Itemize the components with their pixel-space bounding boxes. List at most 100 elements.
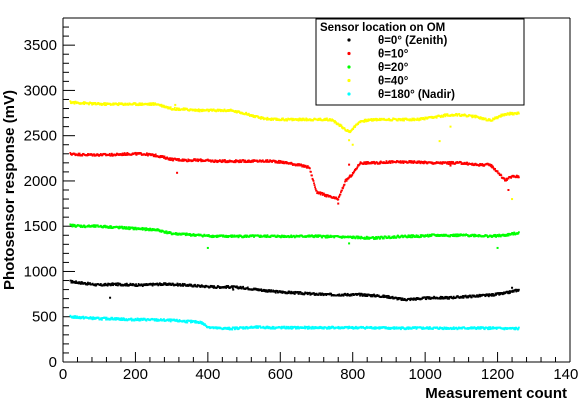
data-point <box>306 166 309 169</box>
data-point <box>134 227 136 230</box>
data-point <box>178 320 180 323</box>
data-point <box>99 153 102 155</box>
data-point <box>345 293 348 296</box>
data-point <box>89 154 92 156</box>
data-point <box>194 321 196 324</box>
data-point <box>416 298 419 300</box>
data-point <box>350 293 353 296</box>
data-point <box>267 290 270 293</box>
data-point <box>187 158 190 161</box>
data-point <box>117 153 119 155</box>
data-point <box>412 119 415 121</box>
data-point-outlier <box>337 202 340 205</box>
data-point-outlier <box>348 242 351 245</box>
data-point <box>177 158 179 161</box>
data-point <box>211 234 214 237</box>
data-point <box>166 232 168 235</box>
data-point <box>298 118 300 121</box>
data-point <box>358 163 361 166</box>
data-point <box>117 282 120 285</box>
data-point <box>466 295 469 298</box>
data-point <box>472 235 475 238</box>
data-point <box>106 284 109 287</box>
data-point <box>327 327 329 330</box>
data-point <box>487 295 490 298</box>
data-point <box>379 162 382 165</box>
data-point <box>97 153 100 156</box>
data-point <box>158 155 161 158</box>
data-point <box>69 152 72 154</box>
data-point <box>454 233 457 236</box>
data-point <box>347 130 350 132</box>
data-point <box>298 117 301 120</box>
data-point <box>149 283 151 286</box>
data-point <box>341 126 344 128</box>
data-point <box>157 228 160 231</box>
data-point <box>308 234 311 237</box>
data-point <box>91 153 93 156</box>
data-point <box>364 294 367 297</box>
data-point <box>285 162 288 165</box>
data-point <box>260 288 263 291</box>
data-point <box>225 287 227 289</box>
data-point <box>342 294 345 297</box>
data-point <box>516 112 519 115</box>
data-point <box>237 287 240 290</box>
data-point <box>318 327 321 330</box>
data-point <box>215 234 218 237</box>
data-point <box>266 289 268 292</box>
data-point <box>227 328 230 330</box>
data-point <box>486 235 489 237</box>
data-point <box>326 117 328 120</box>
data-point <box>80 224 83 227</box>
data-point <box>269 326 271 329</box>
data-point <box>163 318 165 321</box>
data-point <box>409 299 412 302</box>
data-point <box>412 117 415 120</box>
data-point <box>101 104 103 106</box>
y-tick-label: 3000 <box>24 82 57 99</box>
data-point <box>492 167 495 170</box>
data-point <box>452 326 455 329</box>
data-point <box>189 321 192 324</box>
y-axis-title: Photosensor response (mV) <box>1 90 18 290</box>
data-point <box>105 104 107 106</box>
data-point <box>144 229 147 232</box>
data-point <box>277 291 280 294</box>
data-point <box>126 153 129 156</box>
data-point <box>269 290 272 293</box>
data-point <box>311 327 313 330</box>
data-point <box>484 117 487 120</box>
data-point <box>293 163 296 166</box>
data-point <box>99 284 102 286</box>
data-point <box>291 164 294 166</box>
data-point <box>289 327 292 330</box>
data-point <box>382 237 385 240</box>
data-point <box>192 159 195 162</box>
data-point <box>499 115 502 118</box>
data-point <box>247 159 250 162</box>
data-point <box>462 296 465 299</box>
data-point <box>497 235 500 238</box>
data-point <box>459 234 462 237</box>
data-point <box>314 186 316 189</box>
data-point <box>413 119 416 122</box>
data-point <box>312 235 315 238</box>
data-point <box>342 293 344 296</box>
data-point <box>124 102 127 105</box>
data-point <box>201 323 204 325</box>
data-point <box>227 160 230 162</box>
data-point <box>103 102 105 105</box>
data-point <box>470 163 473 166</box>
data-point <box>297 164 299 167</box>
data-point <box>322 192 325 195</box>
data-point <box>307 235 310 238</box>
data-point <box>227 109 230 111</box>
data-point <box>515 290 518 293</box>
data-point <box>146 102 149 105</box>
data-point <box>372 236 374 238</box>
data-point <box>502 327 505 330</box>
data-point <box>200 160 203 163</box>
data-point <box>340 191 342 194</box>
data-point <box>426 296 429 298</box>
